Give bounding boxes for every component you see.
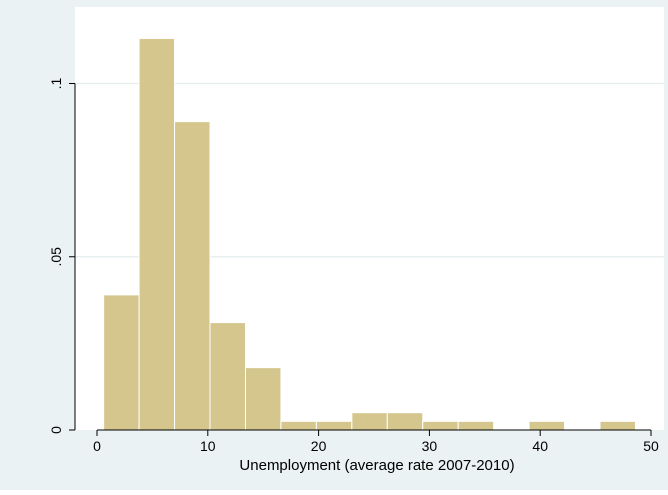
x-tick-label: 30 — [422, 438, 438, 454]
histogram-bar — [599, 420, 636, 431]
x-tick-label: 20 — [311, 438, 327, 454]
y-axis-ticks: 0 .05 .1 — [48, 77, 75, 434]
y-tick-label: .05 — [48, 247, 64, 267]
histogram-bar — [351, 412, 388, 431]
x-tick-label: 40 — [532, 438, 548, 454]
x-tick-label: 50 — [643, 438, 659, 454]
histogram-bar — [103, 294, 140, 431]
histogram-bar — [386, 412, 424, 431]
y-tick-label: 0 — [48, 426, 64, 434]
x-axis-ticks: 0 10 20 30 40 50 — [93, 430, 659, 454]
histogram-bar — [209, 322, 246, 431]
histogram-bar — [244, 367, 282, 431]
histogram-bars — [103, 37, 636, 431]
y-tick-label: .1 — [48, 77, 64, 89]
histogram-bar — [528, 420, 566, 431]
histogram-bar — [280, 420, 317, 431]
histogram-bar — [138, 37, 176, 431]
histogram-bar — [174, 121, 211, 431]
x-axis-label: Unemployment (average rate 2007-2010) — [239, 457, 514, 474]
x-tick-label: 10 — [200, 438, 216, 454]
histogram-bar — [315, 420, 353, 431]
histogram-bar — [457, 420, 495, 431]
x-tick-label: 0 — [93, 438, 101, 454]
histogram-bar — [422, 420, 459, 431]
